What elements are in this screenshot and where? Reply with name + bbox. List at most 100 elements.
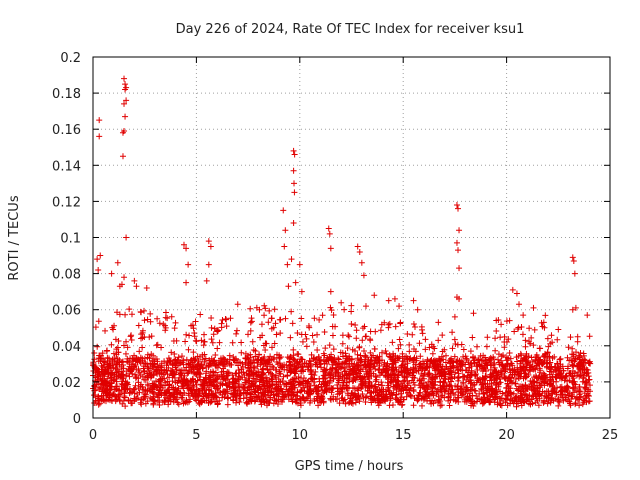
data-point xyxy=(209,339,216,346)
data-point xyxy=(410,402,417,409)
data-point xyxy=(284,372,291,379)
data-point xyxy=(479,375,486,382)
data-point xyxy=(266,399,273,406)
data-point xyxy=(422,388,429,395)
data-point xyxy=(558,383,565,390)
data-point-outlier xyxy=(122,81,129,88)
data-point xyxy=(273,359,280,366)
data-point xyxy=(491,388,498,395)
data-point xyxy=(117,390,124,397)
data-point xyxy=(198,398,205,405)
data-point xyxy=(352,369,359,376)
data-point xyxy=(530,366,537,373)
data-point xyxy=(416,377,423,384)
data-point xyxy=(541,350,548,357)
data-point xyxy=(572,399,579,406)
data-point xyxy=(330,385,337,392)
data-point xyxy=(141,394,148,401)
data-point xyxy=(384,360,391,367)
data-point xyxy=(386,320,393,327)
data-point xyxy=(132,382,139,389)
data-point xyxy=(508,377,515,384)
data-point xyxy=(226,383,233,390)
data-point xyxy=(124,355,131,362)
data-point xyxy=(502,399,509,406)
data-point xyxy=(569,345,576,352)
data-point-outlier xyxy=(121,274,128,281)
data-point xyxy=(441,388,448,395)
data-point xyxy=(135,322,142,329)
data-point xyxy=(264,379,271,386)
data-point xyxy=(283,381,290,388)
data-point xyxy=(128,332,135,339)
data-point xyxy=(345,392,352,399)
data-point xyxy=(339,332,346,339)
data-point-outlier xyxy=(143,285,150,292)
data-point xyxy=(535,402,542,409)
data-point xyxy=(341,365,348,372)
data-point xyxy=(110,350,117,357)
data-point-outlier xyxy=(493,317,500,324)
data-point xyxy=(107,372,114,379)
data-point xyxy=(303,343,310,350)
data-point xyxy=(440,356,447,363)
data-point xyxy=(494,401,501,408)
data-point xyxy=(407,366,414,373)
data-point xyxy=(487,399,494,406)
data-point xyxy=(335,355,342,362)
data-point xyxy=(192,337,199,344)
data-point xyxy=(98,392,105,399)
data-point xyxy=(222,380,229,387)
data-point-outlier xyxy=(371,292,378,299)
data-point xyxy=(183,397,190,404)
data-point xyxy=(400,358,407,365)
data-point xyxy=(198,337,205,344)
data-point xyxy=(583,378,590,385)
data-point xyxy=(503,338,510,345)
data-point-outlier xyxy=(108,270,115,277)
data-point xyxy=(464,384,471,391)
data-point xyxy=(175,354,182,361)
data-point xyxy=(526,367,533,374)
data-point xyxy=(395,355,402,362)
data-point xyxy=(119,400,126,407)
data-point xyxy=(531,382,538,389)
data-point xyxy=(327,304,334,311)
data-point-outlier xyxy=(326,230,333,237)
data-point xyxy=(95,358,102,365)
data-point xyxy=(345,385,352,392)
data-point-outlier xyxy=(555,326,562,333)
data-point xyxy=(289,376,296,383)
data-point xyxy=(544,380,551,387)
data-point xyxy=(387,395,394,402)
data-point-outlier xyxy=(290,167,297,174)
data-point xyxy=(304,366,311,373)
data-point xyxy=(238,349,245,356)
data-point-outlier xyxy=(114,259,121,266)
data-point xyxy=(471,359,478,366)
data-point xyxy=(376,366,383,373)
data-point xyxy=(344,345,351,352)
data-point xyxy=(268,315,275,322)
data-point xyxy=(259,332,266,339)
data-point xyxy=(251,365,258,372)
data-point xyxy=(145,382,152,389)
data-point xyxy=(586,333,593,340)
data-point xyxy=(212,352,219,359)
data-point xyxy=(271,354,278,361)
data-point xyxy=(131,363,138,370)
data-point xyxy=(183,331,190,338)
data-point-outlier xyxy=(455,205,462,212)
data-point xyxy=(267,388,274,395)
data-point xyxy=(431,361,438,368)
data-point xyxy=(389,339,396,346)
data-point xyxy=(447,367,454,374)
data-point xyxy=(466,374,473,381)
data-point xyxy=(586,398,593,405)
data-point xyxy=(405,389,412,396)
data-point xyxy=(248,386,255,393)
data-point xyxy=(314,384,321,391)
data-point xyxy=(281,366,288,373)
data-point xyxy=(484,334,491,341)
